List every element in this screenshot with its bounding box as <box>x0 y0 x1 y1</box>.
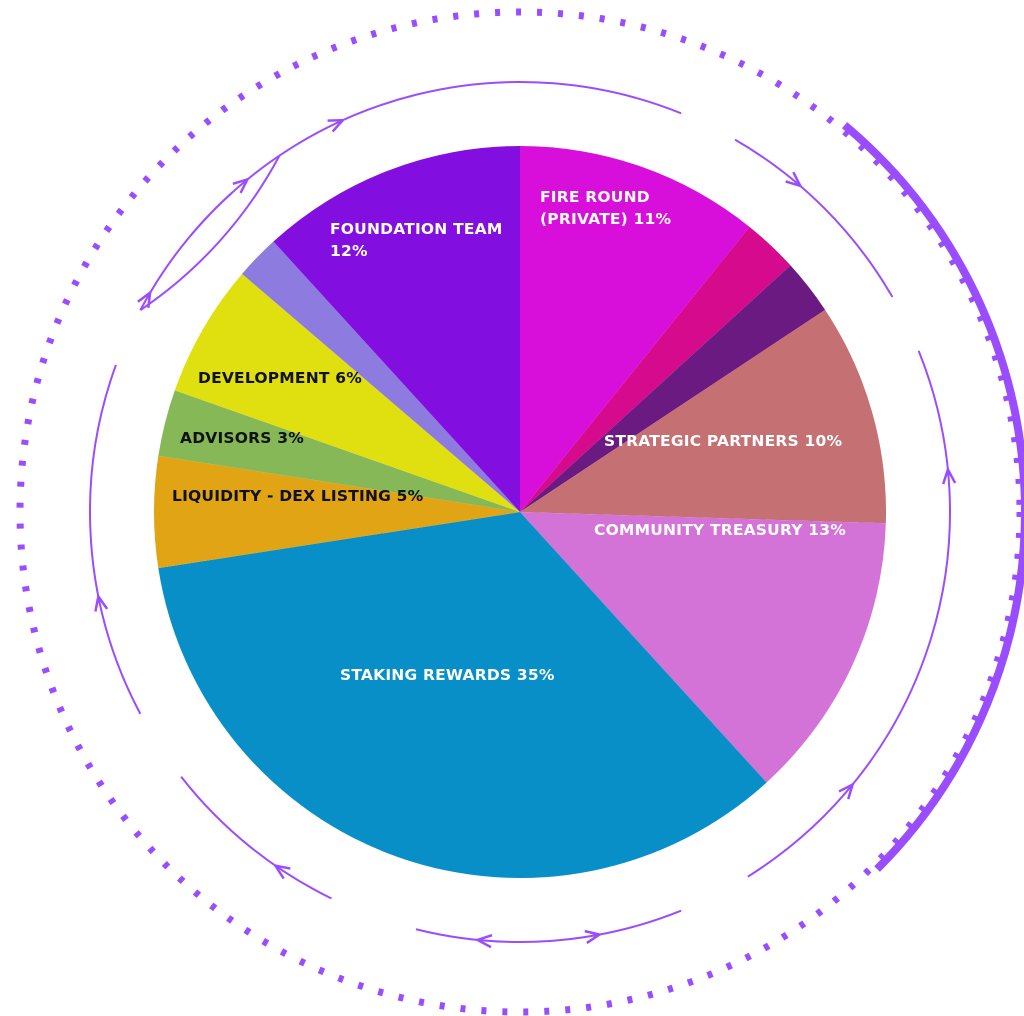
pie-slice-advisors <box>158 390 521 512</box>
pie-slice-community-treasury <box>520 512 886 783</box>
ring-arrow-icon <box>272 863 291 880</box>
ring-arrow-icon <box>474 933 493 949</box>
ring-arrow-icon <box>941 466 957 485</box>
ring-arrow-icon <box>838 782 855 800</box>
ring-arc <box>89 364 142 715</box>
ring-arc <box>139 191 233 311</box>
slice-label: FIRE ROUND <box>540 188 650 206</box>
pie-slice-liquidity-dex-listing <box>153 455 520 569</box>
slice-label: COMMUNITY TREASURY 13% <box>594 521 846 539</box>
ring-arrow-icon <box>584 929 603 944</box>
ring-arc <box>734 138 894 298</box>
pie-slice-strategic-partners <box>520 309 887 524</box>
slice-label: STRATEGIC PARTNERS 10% <box>604 432 842 450</box>
pie-slice-unlabeled-9 <box>242 241 520 512</box>
ring-arc <box>139 155 281 311</box>
ring-arrow-icon <box>232 177 250 194</box>
decorative-rings <box>16 8 1024 1016</box>
pie-slice-unlabeled-2 <box>520 265 826 512</box>
outer-solid-arc <box>842 122 1024 872</box>
outer-dashed-ring <box>16 8 1024 1016</box>
slice-label: (PRIVATE) 11% <box>540 210 671 228</box>
pie-slice-foundation-team <box>273 146 520 512</box>
slice-label: 12% <box>330 242 368 260</box>
pie-labels: FIRE ROUND (PRIVATE) 11% STRATEGIC PARTNER… <box>172 188 846 684</box>
pie-slice-development <box>174 273 520 512</box>
ring-arrow-icon <box>137 289 152 308</box>
pie-slices <box>153 146 887 878</box>
slice-label: ADVISORS 3% <box>180 429 304 447</box>
slice-label: STAKING REWARDS 35% <box>340 666 555 684</box>
pie-slice-fire-round-private <box>520 146 750 512</box>
slice-label: DEVELOPMENT 6% <box>198 369 362 387</box>
ring-arc <box>415 909 682 943</box>
ring-arrow-icon <box>327 118 346 133</box>
ring-arrow-icon <box>94 593 109 612</box>
slice-label: FOUNDATION TEAM <box>330 220 502 238</box>
ring-arrow-icon <box>785 171 803 188</box>
pie-slice-staking-rewards <box>158 512 767 878</box>
ring-arc <box>180 776 332 900</box>
slice-label: LIQUIDITY - DEX LISTING 5% <box>172 487 424 505</box>
ring-arc <box>747 350 951 878</box>
pie-slice-unlabeled-1 <box>520 226 791 512</box>
